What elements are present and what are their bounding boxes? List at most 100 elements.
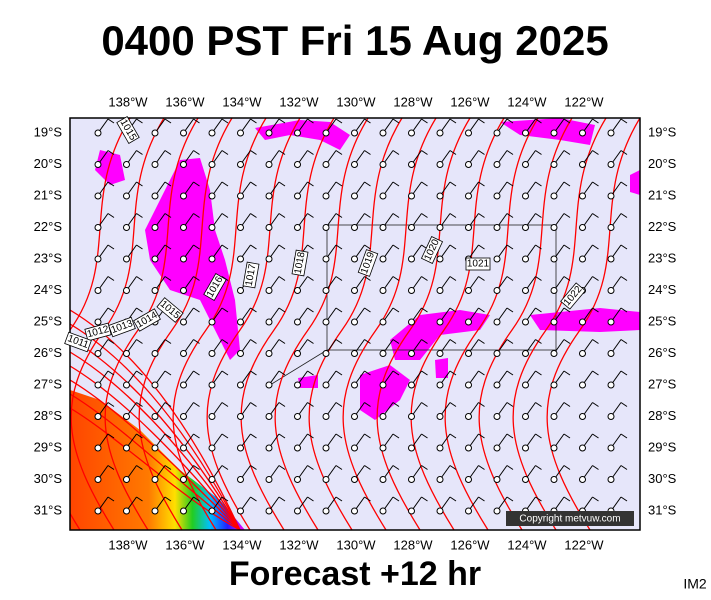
barb-flag	[335, 307, 343, 313]
lon-label: 124°W	[507, 94, 547, 109]
barb-flag	[535, 307, 542, 313]
barb-station	[493, 224, 501, 231]
lon-label: 122°W	[564, 537, 604, 552]
barb-station	[550, 287, 558, 294]
barb-flag	[592, 244, 599, 250]
barb-station	[208, 507, 216, 515]
barb-flag	[620, 370, 628, 376]
isobar	[308, 118, 403, 530]
barb-station	[294, 224, 301, 231]
barb-flag	[364, 433, 371, 439]
barb-flag	[278, 433, 286, 439]
barb-station	[493, 413, 501, 420]
barb-station	[151, 192, 159, 200]
barb-station	[322, 129, 330, 137]
barb-station	[322, 381, 330, 389]
barb-flag	[164, 465, 172, 470]
barb-station	[322, 413, 330, 420]
lon-label: 126°W	[450, 537, 490, 552]
barb-flag	[449, 307, 457, 313]
barb-station	[522, 129, 529, 137]
isobar-label-text: 1021	[467, 259, 490, 270]
barb-flag	[506, 244, 514, 250]
barb-flag	[164, 433, 172, 439]
barb-station	[607, 476, 615, 483]
isobar	[104, 118, 199, 530]
barb-flag	[136, 276, 143, 281]
barb-flag	[335, 118, 343, 124]
isobar-label-text: 1018	[293, 251, 308, 275]
barb-flag	[278, 370, 286, 376]
lon-label: 126°W	[450, 94, 490, 109]
barb-flag	[592, 276, 599, 281]
barb-station	[436, 224, 444, 231]
barb-flag	[506, 276, 514, 281]
barb-flag	[506, 213, 514, 218]
barb-flag	[221, 465, 229, 470]
barb-station	[436, 287, 444, 294]
barb-station	[465, 161, 472, 168]
barb-flag	[535, 496, 542, 502]
barb-flag	[535, 213, 542, 218]
barb-station	[265, 129, 273, 137]
barb-station	[180, 476, 187, 483]
barb-flag	[563, 370, 571, 376]
barb-flag	[620, 339, 628, 344]
barb-station	[208, 129, 216, 137]
barb-station	[208, 350, 216, 357]
barb-flag	[278, 150, 286, 155]
barb-flag	[592, 150, 599, 155]
barb-flag	[592, 496, 599, 502]
barb-station	[265, 161, 273, 168]
barb-station	[379, 224, 387, 231]
copyright-box	[506, 511, 634, 526]
lat-label: 22°S	[34, 219, 63, 234]
barb-flag	[193, 433, 200, 439]
barb-flag	[278, 402, 286, 407]
barb-flag	[563, 213, 571, 218]
barb-flag	[392, 244, 400, 250]
barb-flag	[193, 339, 200, 344]
barb-flag	[164, 181, 172, 187]
isobar-label-box	[242, 261, 260, 289]
barb-station	[94, 350, 102, 357]
barb-flag	[392, 307, 400, 313]
barb-flag	[506, 307, 514, 313]
barb-station	[493, 507, 501, 515]
precip	[630, 170, 640, 195]
barb-station	[237, 255, 244, 263]
barb-station	[550, 381, 558, 389]
lat-label: 29°S	[34, 439, 63, 454]
barb-station	[322, 161, 330, 168]
barb-flag	[506, 118, 514, 124]
barb-flag	[364, 339, 371, 344]
lat-label: 21°S	[648, 187, 677, 202]
barb-flag	[335, 402, 343, 407]
barb-flag	[335, 370, 343, 376]
precip	[435, 358, 448, 378]
barb-flag	[107, 465, 115, 470]
barb-station	[522, 476, 529, 483]
isobar-label: 1021	[465, 257, 491, 271]
barb-station	[294, 161, 301, 168]
barb-flag	[278, 496, 286, 502]
barb-flag	[392, 213, 400, 218]
barb-flag	[107, 307, 115, 313]
barb-flag	[563, 433, 571, 439]
barb-station	[351, 350, 358, 357]
isobar-label-box	[357, 249, 379, 277]
barb-flag	[107, 276, 115, 281]
barb-flag	[535, 402, 542, 407]
barb-flag	[563, 307, 571, 313]
barb-flag	[592, 433, 599, 439]
barb-station	[265, 476, 273, 483]
barb-station	[180, 255, 187, 263]
barb-station	[579, 476, 586, 483]
barb-station	[351, 444, 358, 452]
box-line	[269, 349, 328, 386]
barb-flag	[221, 181, 229, 187]
lat-label: 23°S	[648, 250, 677, 265]
barb-flag	[164, 244, 172, 250]
barb-flag	[250, 370, 257, 376]
barb-flag	[535, 276, 542, 281]
